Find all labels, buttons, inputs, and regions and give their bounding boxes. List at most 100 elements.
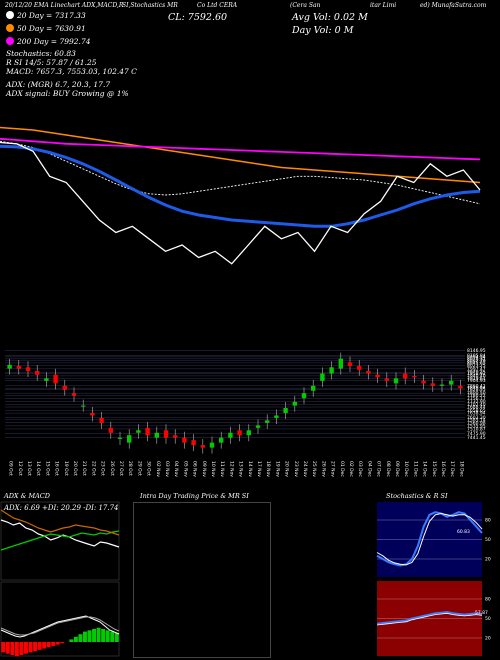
- candle-body: [283, 408, 288, 413]
- stoch-tick: 20: [485, 557, 491, 563]
- macd-histogram-bar: [73, 636, 78, 642]
- avg-volume: Avg Vol: 0.02 M: [292, 12, 368, 23]
- price-label: 7958.92: [467, 371, 486, 377]
- date-tick: 24 Nov: [302, 461, 308, 477]
- adx-values: ADX: 6.69 +DI: 20.29 -DI: 17.74: [4, 504, 119, 512]
- price-label: 7441.45: [467, 435, 486, 441]
- candle-body: [191, 440, 196, 446]
- price-label: 7638.94: [467, 411, 486, 417]
- rsi-text: R SI 14/5: 57.87 / 61.25: [6, 58, 97, 67]
- date-tick: 07 Dec: [376, 461, 382, 477]
- candle-body: [173, 435, 178, 438]
- candle-body: [449, 380, 454, 385]
- date-tick: 17 Nov: [256, 461, 262, 477]
- ema50-label: 50 Day = 7630.91: [17, 24, 86, 33]
- macd-histogram-bar: [14, 642, 19, 657]
- price-label: 7603.30: [467, 415, 486, 421]
- candle-body: [439, 384, 445, 386]
- candle-body: [274, 415, 279, 418]
- candle-body: [246, 430, 251, 436]
- date-tick: 04 Dec: [366, 461, 372, 477]
- date-tick: 03 Dec: [357, 461, 363, 477]
- macd-histogram-bar: [23, 642, 28, 654]
- macd-text: MACD: 7657.3, 7553.03, 102.47 C: [6, 67, 137, 76]
- candle-body: [7, 364, 12, 369]
- macd-line: [0, 615, 120, 638]
- date-tick: 30 Oct: [146, 461, 152, 476]
- price-label: 7970.25: [467, 370, 486, 376]
- date-tick: 03 Nov: [164, 461, 170, 477]
- header-left: 20/12/20 EMA Linechart ADX,MACD,R: [5, 2, 124, 9]
- macd-histogram-bar: [82, 631, 87, 642]
- plus-di-line: [0, 530, 120, 551]
- header-site: ed) MunafaSutra.com: [420, 2, 487, 9]
- stoch-value-label: 60.83: [457, 529, 470, 535]
- date-tick: 19 Oct: [63, 461, 69, 476]
- candle-body: [430, 383, 435, 386]
- price-label: 7560.98: [467, 420, 486, 426]
- price-label: 7919.61: [467, 376, 486, 382]
- ema20-legend: 20 Day = 7317.33: [6, 11, 86, 20]
- date-tick: 15 Oct: [44, 461, 50, 476]
- date-tick: 05 Nov: [182, 461, 188, 477]
- price-label: 7828.55: [467, 387, 486, 393]
- date-tick: 20 Oct: [72, 461, 78, 476]
- date-tick: 18 Nov: [265, 461, 271, 477]
- price-label: 7904.93: [467, 378, 486, 384]
- price-label: 8045.65: [467, 360, 486, 366]
- price-label: 8023.25: [467, 363, 486, 369]
- candle-body: [62, 385, 67, 390]
- price-label: 8146.95: [467, 348, 486, 354]
- candle-body: [35, 371, 40, 375]
- candle-body: [338, 358, 343, 369]
- ema-series-50day: [0, 126, 481, 184]
- date-tick: 08 Dec: [385, 461, 391, 477]
- candle-body: [228, 432, 233, 438]
- macd-histogram-bar: [78, 634, 83, 642]
- date-tick: 21 Oct: [81, 461, 87, 476]
- date-tick: 10 Nov: [210, 461, 216, 477]
- date-tick: 23 Oct: [100, 461, 106, 476]
- ema-series-20day: [0, 140, 481, 205]
- price-label: 7510.87: [467, 426, 486, 432]
- price-label: 8105.84: [467, 353, 486, 359]
- macd-histogram-bar: [28, 642, 33, 653]
- macd-histogram-bar: [37, 642, 42, 650]
- date-tick: 23 Nov: [293, 461, 299, 477]
- macd-histogram-bar: [51, 642, 56, 646]
- date-tick: 16 Oct: [54, 461, 60, 476]
- candle-body: [320, 373, 325, 381]
- price-label: 7658.65: [467, 408, 486, 414]
- stoch-panel-title: Stochastics & R SI: [386, 492, 448, 500]
- intraday-panel-title: Intra Day Trading Price & MR SI: [140, 492, 249, 500]
- candle-body: [311, 385, 316, 391]
- stoch-d-line: [376, 512, 483, 566]
- rsi-value-label: 57.87: [475, 610, 488, 616]
- date-tick: 01 Dec: [339, 461, 345, 477]
- macd-histogram-bar: [55, 642, 60, 645]
- date-tick: 22 Oct: [90, 461, 96, 476]
- date-tick: 28 Oct: [127, 461, 133, 476]
- ema200-legend: 200 Day = 7992.74: [6, 37, 91, 46]
- date-tick: 19 Nov: [274, 461, 280, 477]
- date-tick: 29 Oct: [136, 461, 142, 476]
- price-label: 7535.95: [467, 423, 486, 429]
- candle-body: [301, 393, 307, 399]
- date-tick: 14 Nov: [247, 461, 253, 477]
- candle-body: [219, 437, 224, 443]
- ema-series-price: [0, 141, 481, 265]
- stoch-tick: 50: [485, 537, 491, 543]
- adx-text: ADX: (MGR) 6.7, 20.3, 17.7: [6, 80, 111, 89]
- candle-body: [182, 437, 187, 443]
- candle-body: [458, 385, 463, 389]
- candle-body: [329, 367, 334, 374]
- candle-body: [136, 430, 141, 433]
- date-tick: 11 Dec: [412, 461, 418, 477]
- date-tick: 26 Oct: [109, 461, 115, 476]
- date-tick: 02 Nov: [155, 461, 161, 477]
- header-mid: SI,Stochastics MR: [122, 2, 178, 9]
- date-tick: 27 Oct: [118, 461, 124, 476]
- macd-histogram-bar: [69, 639, 74, 642]
- date-tick: 14 Dec: [422, 461, 428, 477]
- candle-body: [375, 374, 380, 378]
